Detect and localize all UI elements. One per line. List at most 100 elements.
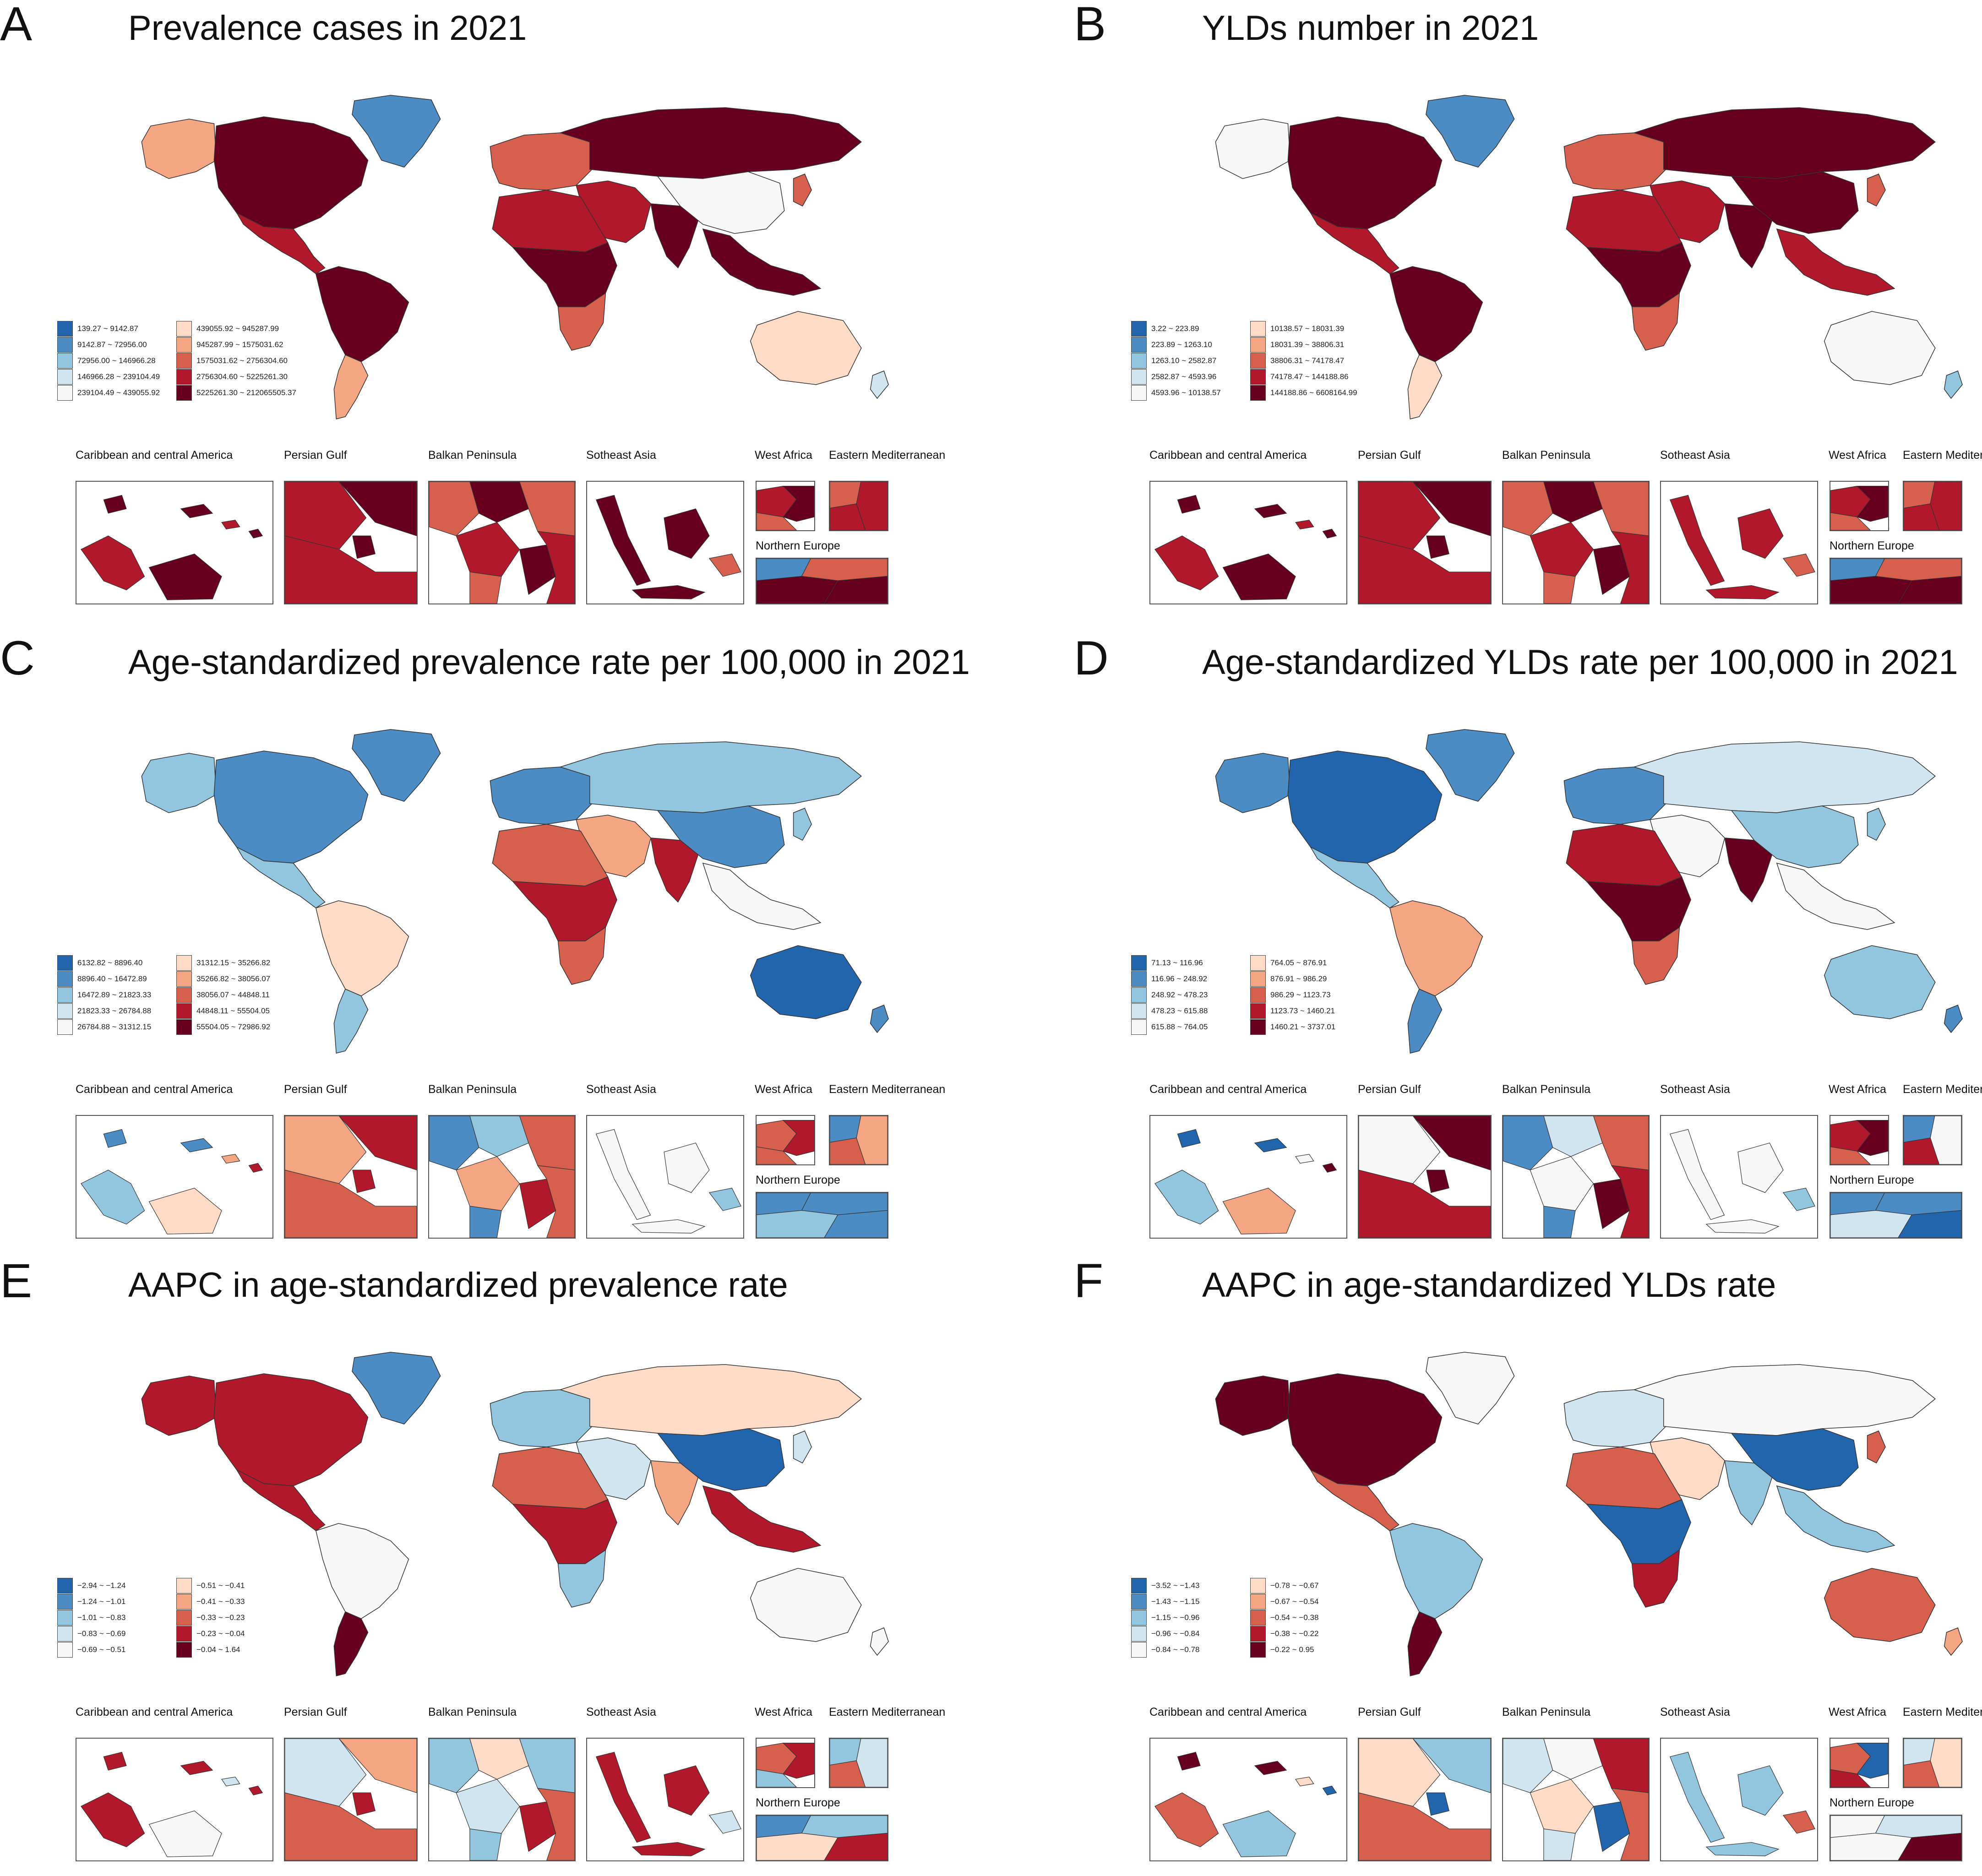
inset-region bbox=[1830, 576, 1912, 604]
inset-region bbox=[1322, 1785, 1337, 1795]
region-nz bbox=[870, 370, 889, 399]
inset-balkan bbox=[1502, 1738, 1650, 1861]
legend-item: 74178.47 ~ 144188.86 bbox=[1250, 369, 1388, 385]
inset-label-caribbean: Caribbean and central America bbox=[1149, 1706, 1307, 1718]
inset-region bbox=[469, 1206, 502, 1238]
region-sa_s bbox=[1407, 354, 1443, 419]
legend-swatch bbox=[176, 1003, 192, 1019]
inset-region bbox=[248, 1785, 263, 1795]
legend-swatch bbox=[176, 385, 192, 401]
legend-label: 72956.00 ~ 146966.28 bbox=[77, 356, 156, 365]
region-ru bbox=[559, 741, 862, 813]
inset-region bbox=[1611, 1165, 1649, 1238]
legend-item: 1575031.62 ~ 2756304.60 bbox=[176, 353, 314, 369]
inset-region bbox=[469, 1828, 502, 1860]
inset-region bbox=[664, 508, 710, 559]
legend-swatch bbox=[1131, 971, 1147, 987]
legend-item: 5225261.30 ~ 212065505.37 bbox=[176, 385, 314, 401]
inset-label-caribbean: Caribbean and central America bbox=[76, 449, 233, 462]
inset-balkan bbox=[428, 1115, 576, 1239]
inset-region bbox=[537, 1165, 575, 1238]
inset-label-southeast-asia: Sotheast Asia bbox=[586, 449, 656, 462]
legend-label: 55504.05 ~ 72986.92 bbox=[196, 1022, 271, 1031]
inset-west-africa-map bbox=[1830, 1743, 1888, 1787]
legend-item: 116.96 ~ 248.92 bbox=[1131, 971, 1269, 987]
region-cn bbox=[1731, 1428, 1859, 1491]
inset-region bbox=[856, 1116, 888, 1164]
inset-balkan-map bbox=[429, 1739, 575, 1860]
inset-label-persian-gulf: Persian Gulf bbox=[1358, 1083, 1421, 1096]
inset-west-africa bbox=[756, 1115, 815, 1165]
legend-label: −0.69 ~ −0.51 bbox=[77, 1645, 126, 1654]
legend-column: 439055.92 ~ 945287.99 945287.99 ~ 1575031… bbox=[176, 321, 314, 401]
region-au bbox=[750, 1568, 862, 1642]
legend-swatch bbox=[57, 353, 73, 369]
inset-region bbox=[1543, 1739, 1603, 1780]
legend-swatch bbox=[57, 1577, 73, 1593]
region-ru bbox=[559, 107, 862, 179]
legend-swatch bbox=[1250, 337, 1266, 353]
inset-region bbox=[285, 1169, 417, 1238]
inset-label-persian-gulf: Persian Gulf bbox=[284, 449, 347, 462]
panel-f: F AAPC in age-standardized YLDs rate −3.… bbox=[1074, 1257, 1982, 1875]
region-nz bbox=[870, 1627, 889, 1656]
legend-column: 6132.82 ~ 8896.40 8896.40 ~ 16472.89 16472… bbox=[57, 955, 195, 1035]
region-sa_n bbox=[1389, 1523, 1483, 1619]
legend-label: 248.92 ~ 478.23 bbox=[1151, 990, 1208, 999]
inset-region bbox=[1530, 522, 1594, 577]
legend-label: 10138.57 ~ 18031.39 bbox=[1270, 324, 1345, 333]
inset-eastern-mediterranean bbox=[1903, 481, 1962, 531]
world-map bbox=[1215, 729, 1963, 1054]
inset-region bbox=[429, 482, 479, 536]
legend-item: −0.67 ~ −0.54 bbox=[1250, 1593, 1388, 1610]
region-jp bbox=[1867, 1430, 1886, 1463]
region-sa_n bbox=[315, 900, 409, 996]
inset-region bbox=[824, 1210, 888, 1238]
panel-title: Age-standardized prevalence rate per 100… bbox=[128, 643, 970, 682]
region-nz bbox=[870, 1005, 889, 1033]
legend-label: 2582.87 ~ 4593.96 bbox=[1151, 372, 1217, 381]
legend-column: −0.78 ~ −0.67 −0.67 ~ −0.54 −0.54 ~ −0.38 −… bbox=[1250, 1577, 1388, 1658]
legend-label: −1.15 ~ −0.96 bbox=[1151, 1613, 1200, 1622]
legend-label: 615.88 ~ 764.05 bbox=[1151, 1022, 1208, 1031]
inset-northern-europe bbox=[756, 558, 888, 604]
legend-item: 239104.49 ~ 439055.92 bbox=[57, 385, 195, 401]
inset-region bbox=[469, 1739, 529, 1780]
legend-swatch bbox=[1250, 321, 1266, 337]
inset-label-west-africa: West Africa bbox=[755, 1083, 812, 1096]
legend-swatch bbox=[1250, 987, 1266, 1003]
legend-swatch bbox=[1131, 1003, 1147, 1019]
legend-label: 3.22 ~ 223.89 bbox=[1151, 324, 1199, 333]
legend-item: −0.78 ~ −0.67 bbox=[1250, 1577, 1388, 1593]
legend-item: 18031.39 ~ 38806.31 bbox=[1250, 337, 1388, 353]
panel-b: B YLDs number in 2021 3.22 ~ 223.89 223.8… bbox=[1074, 0, 1982, 618]
region-jp bbox=[1867, 174, 1886, 207]
legend-item: 55504.05 ~ 72986.92 bbox=[176, 1019, 314, 1035]
legend-item: 986.29 ~ 1123.73 bbox=[1250, 987, 1388, 1003]
inset-label-eastern-mediterranean: Eastern Mediterranean bbox=[829, 1706, 946, 1718]
panel-title: Prevalence cases in 2021 bbox=[128, 9, 527, 48]
inset-region bbox=[1359, 1792, 1491, 1860]
inset-balkan-map bbox=[1503, 1739, 1649, 1860]
region-sa_n bbox=[315, 1523, 409, 1619]
legend-column: 10138.57 ~ 18031.39 18031.39 ~ 38806.31 38… bbox=[1250, 321, 1388, 401]
inset-northern-europe-map bbox=[1830, 559, 1961, 604]
legend-swatch bbox=[176, 1577, 192, 1593]
legend-label: 18031.39 ~ 38806.31 bbox=[1270, 340, 1345, 349]
legend-item: 8896.40 ~ 16472.89 bbox=[57, 971, 195, 987]
inset-caribbean-map bbox=[81, 1129, 263, 1234]
inset-region bbox=[757, 576, 839, 604]
inset-region bbox=[757, 1832, 839, 1860]
inset-region bbox=[830, 503, 866, 530]
region-eu bbox=[1563, 132, 1666, 190]
region-alaska bbox=[141, 753, 217, 813]
inset-region bbox=[1426, 1792, 1449, 1816]
region-sa_s bbox=[333, 989, 369, 1054]
inset-region bbox=[1295, 1154, 1314, 1164]
inset-region bbox=[1898, 576, 1961, 604]
legend-label: −0.83 ~ −0.69 bbox=[77, 1629, 126, 1638]
inset-region bbox=[1737, 1765, 1784, 1816]
panel-letter: B bbox=[1074, 0, 1106, 51]
legend-swatch bbox=[1250, 1003, 1266, 1019]
legend-swatch bbox=[57, 971, 73, 987]
